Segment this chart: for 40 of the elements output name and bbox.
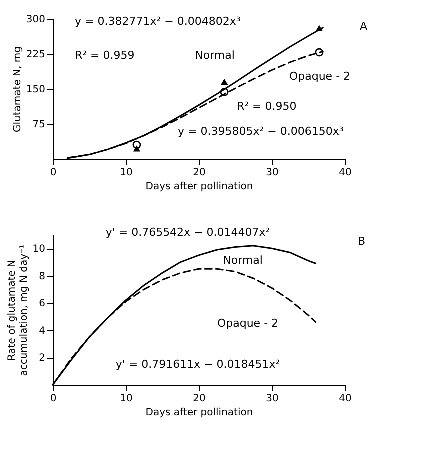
annotation: y' = 0.765542x − 0.014407x²: [106, 226, 270, 239]
annotation: R² = 0.950: [237, 100, 297, 113]
y-tick-label: 2: [39, 353, 46, 364]
annotation: R² = 0.959: [75, 49, 135, 62]
point: [221, 78, 228, 86]
annotation: y' = 0.791611x − 0.018451x²: [116, 358, 280, 371]
annotation: y = 0.395805x² − 0.006150x³: [178, 125, 344, 138]
x-tick-label: 40: [339, 394, 352, 404]
text: B: [358, 235, 366, 248]
x-tick-label: 20: [193, 394, 206, 404]
y-tick-label: 8: [39, 271, 46, 282]
y-tick-label: 150: [26, 84, 46, 96]
y-tick-label: 6: [39, 298, 46, 310]
series-label: Normal: [223, 254, 263, 267]
y-axis-title: Glutamate N, mg: [12, 46, 24, 132]
y-tick-label: 75: [32, 120, 46, 130]
x-tick-label: 30: [266, 168, 279, 178]
x-tick-label: 10: [120, 168, 133, 178]
x-axis-title: Days after pollination: [146, 408, 254, 418]
x-tick-label: 30: [266, 394, 279, 404]
x-axis-title: Days after pollination: [146, 182, 254, 192]
point: [315, 48, 324, 57]
y-tick-label: 4: [39, 326, 46, 337]
point: [132, 140, 142, 150]
text: A: [360, 20, 368, 33]
x-tick-label: 10: [120, 394, 133, 404]
y-tick-label: 300: [26, 14, 46, 26]
x-tick-label: 0: [50, 394, 57, 404]
x-tick-label: 0: [50, 168, 57, 178]
annotation: y = 0.382771x² − 0.004802x³: [75, 15, 241, 28]
y-tick-label: 225: [26, 50, 46, 60]
series-label: Opaque - 2: [217, 317, 279, 330]
x-tick-label: 20: [193, 168, 206, 178]
y-tick-label: 10: [32, 244, 46, 256]
x-tick-label: 40: [339, 168, 352, 178]
series-label: Opaque - 2: [289, 70, 351, 83]
point: [316, 25, 323, 32]
point: [220, 88, 229, 96]
y-axis-title: Rate of glutamate N accumulation, mg N day⁻¹: [6, 244, 30, 376]
series-label: Normal: [195, 49, 235, 62]
